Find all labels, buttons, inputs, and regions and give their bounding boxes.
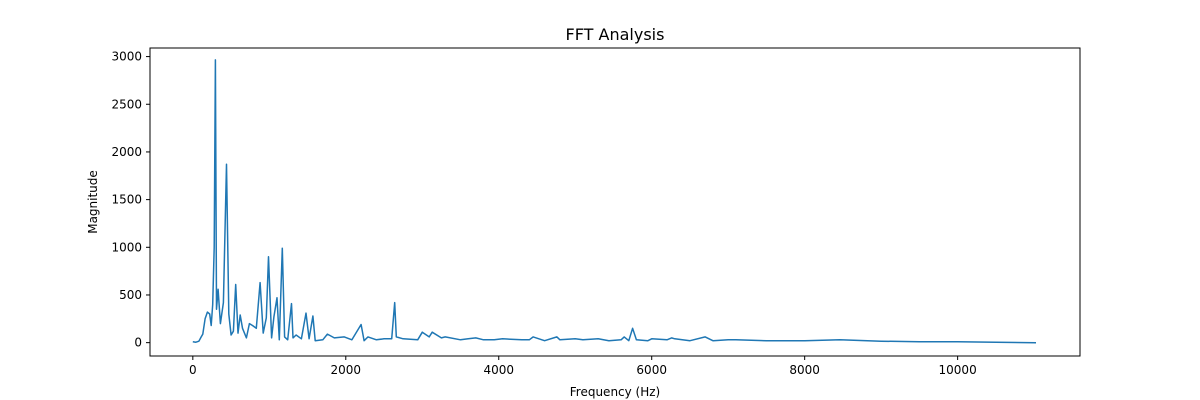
x-tick-label: 6000: [636, 363, 667, 377]
y-tick-label: 1500: [111, 193, 142, 207]
x-tick-label: 4000: [483, 363, 514, 377]
x-tick-label: 2000: [331, 363, 362, 377]
y-tick-label: 2500: [111, 97, 142, 111]
plot-frame: [149, 47, 1081, 357]
x-tick-label: 10000: [939, 363, 977, 377]
y-tick-label: 2000: [111, 145, 142, 159]
y-axis-title: Magnitude: [86, 170, 100, 234]
y-tick-label: 1000: [111, 240, 142, 254]
plot-area: [192, 59, 1037, 344]
x-tick-label: 0: [189, 363, 197, 377]
x-axis: 0 2000 4000 6000 8000 10000: [189, 356, 977, 377]
y-tick-label: 500: [119, 288, 142, 302]
y-tick-label: 0: [134, 336, 142, 350]
x-axis-title: Frequency (Hz): [570, 385, 661, 399]
y-tick-label: 3000: [111, 50, 142, 64]
spectrum-line: [192, 59, 1037, 344]
x-tick-label: 8000: [789, 363, 820, 377]
chart-title: FFT Analysis: [566, 25, 665, 44]
y-axis: 0 500 1000 1500 2000 2500 3000: [111, 50, 150, 350]
